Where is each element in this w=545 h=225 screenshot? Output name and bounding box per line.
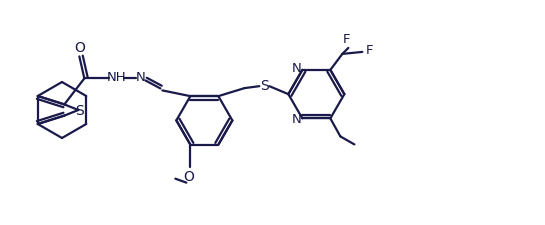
Text: O: O <box>74 41 85 55</box>
Text: S: S <box>75 104 84 118</box>
Text: O: O <box>183 170 194 184</box>
Text: N: N <box>292 62 301 75</box>
Text: F: F <box>366 44 373 57</box>
Text: S: S <box>260 79 269 93</box>
Text: F: F <box>343 33 350 46</box>
Text: N: N <box>136 71 145 84</box>
Text: N: N <box>292 113 301 126</box>
Text: NH: NH <box>106 71 126 84</box>
